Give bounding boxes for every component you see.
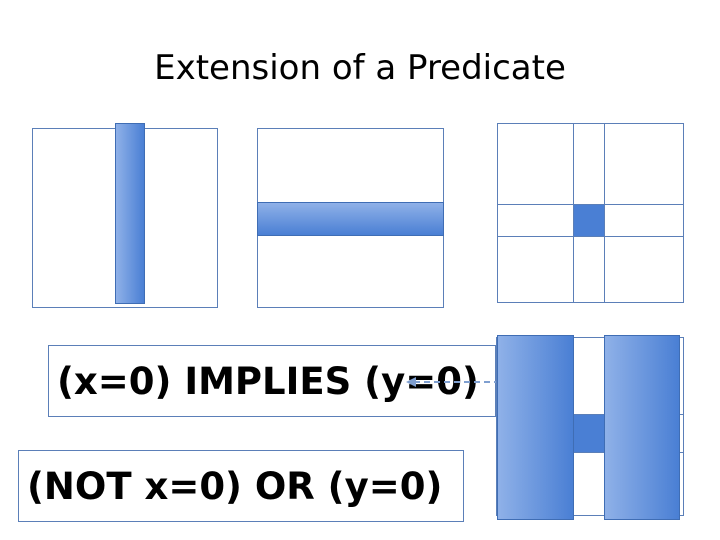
or-statement-text: (NOT x=0) OR (y=0) bbox=[27, 465, 443, 508]
implication-grid-line-top bbox=[496, 414, 684, 415]
or-statement-box: (NOT x=0) OR (y=0) bbox=[18, 450, 464, 522]
not-x-eq-0-left-region bbox=[497, 335, 574, 520]
slide-title: Extension of a Predicate bbox=[154, 48, 566, 88]
grid-line-vertical-right bbox=[604, 123, 605, 303]
intersection-cell bbox=[574, 205, 604, 236]
implication-grid-line-bottom bbox=[496, 452, 684, 453]
implies-statement-box: (x=0) IMPLIES (y=0) bbox=[48, 345, 496, 417]
dashed-connector-arrow bbox=[406, 377, 504, 387]
grid-line-horizontal-top bbox=[497, 204, 684, 205]
x-eq-0-region bbox=[115, 123, 145, 304]
grid-line-horizontal-bottom bbox=[497, 236, 684, 237]
grid-line-vertical-left bbox=[573, 123, 574, 303]
not-x-eq-0-right-region bbox=[604, 335, 680, 520]
y-eq-0-center-cell bbox=[574, 415, 604, 452]
y-eq-0-region bbox=[257, 202, 444, 236]
